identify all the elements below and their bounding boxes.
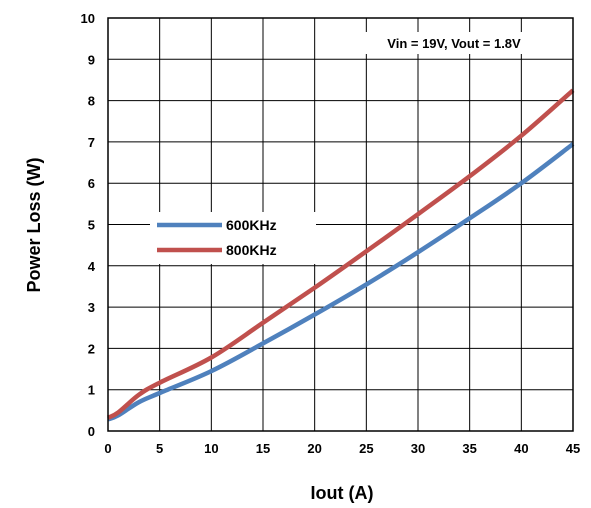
y-tick-label: 5 bbox=[88, 218, 95, 233]
y-tick-label: 8 bbox=[88, 94, 95, 109]
legend-label-800khz: 800KHz bbox=[226, 242, 277, 258]
y-tick-label: 0 bbox=[88, 424, 95, 439]
series-line-800khz bbox=[106, 88, 575, 420]
x-tick-label: 40 bbox=[514, 441, 528, 456]
legend: 600KHz 800KHz bbox=[150, 212, 316, 264]
x-tick-label: 0 bbox=[104, 441, 111, 456]
x-tick-label: 20 bbox=[307, 441, 321, 456]
y-tick-label: 4 bbox=[88, 259, 96, 274]
x-tick-label: 30 bbox=[411, 441, 425, 456]
x-tick-label: 25 bbox=[359, 441, 373, 456]
plot-frame bbox=[107, 17, 574, 432]
y-tick-label: 2 bbox=[88, 341, 95, 356]
annotation-text: Vin = 19V, Vout = 1.8V bbox=[387, 36, 521, 51]
x-tick-label: 5 bbox=[156, 441, 163, 456]
y-tick-label: 1 bbox=[88, 383, 95, 398]
y-tick-label: 9 bbox=[88, 52, 95, 67]
y-tick-label: 3 bbox=[88, 300, 95, 315]
x-tick-label: 45 bbox=[566, 441, 580, 456]
legend-box bbox=[150, 212, 316, 264]
legend-label-600khz: 600KHz bbox=[226, 217, 277, 233]
x-axis-title: Iout (A) bbox=[311, 483, 374, 503]
series-line-600khz bbox=[107, 142, 575, 422]
annotation-box bbox=[356, 32, 552, 54]
y-axis-title: Power Loss (W) bbox=[24, 157, 44, 292]
y-tick-label: 7 bbox=[88, 135, 95, 150]
x-tick-label: 15 bbox=[256, 441, 270, 456]
y-tick-label: 10 bbox=[81, 11, 95, 26]
x-tick-label: 10 bbox=[204, 441, 218, 456]
x-tick-label: 35 bbox=[462, 441, 476, 456]
y-tick-label: 6 bbox=[88, 176, 95, 191]
series-layer bbox=[106, 88, 575, 422]
